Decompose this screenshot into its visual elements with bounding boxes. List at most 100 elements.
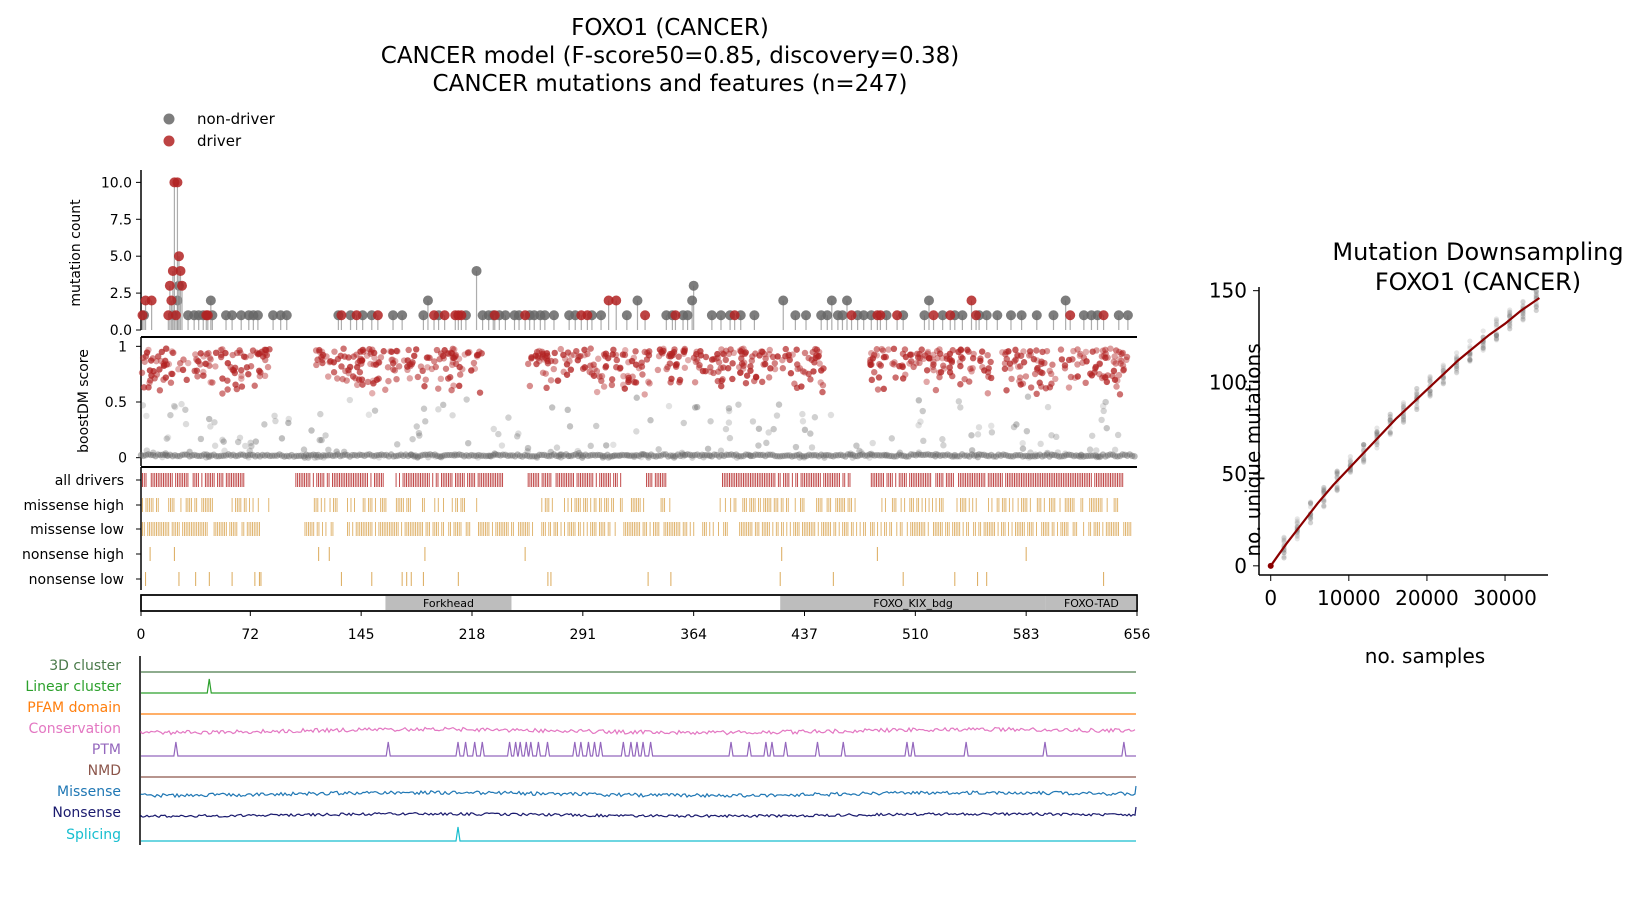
score-point-driver (385, 377, 392, 385)
score-point-driver (946, 364, 953, 371)
score-point-driver (936, 373, 943, 381)
score-point-baseline (1131, 453, 1138, 460)
score-point-nondriver (211, 419, 218, 426)
score-point-driver (346, 363, 354, 371)
score-point-driver (411, 352, 418, 360)
non-driver-point (801, 310, 812, 321)
score-point-baseline (827, 452, 835, 460)
score-point-baseline (667, 452, 674, 459)
score-point-driver (195, 358, 202, 365)
score-point-baseline (715, 453, 723, 460)
downsampling-replicate-point (1427, 388, 1433, 394)
score-point-driver (681, 347, 688, 354)
score-point-driver (1107, 345, 1114, 352)
score-point-driver (391, 367, 399, 374)
non-driver-point (1122, 310, 1133, 321)
downsampling-replicate-point (1493, 333, 1500, 339)
score-point-driver (382, 386, 389, 393)
score-point-nondriver (800, 454, 808, 461)
downsampling-replicate-point (1427, 379, 1433, 385)
score-point-nondriver (853, 442, 860, 449)
downsampling-replicate-point (1321, 498, 1327, 505)
score-point-nondriver (143, 447, 151, 454)
score-point-nondriver (726, 434, 734, 442)
score-point-driver (966, 378, 973, 385)
score-point-baseline (536, 451, 543, 459)
downsampling-replicate-point (1400, 414, 1407, 420)
score-point-baseline (1094, 453, 1102, 460)
score-point-nondriver (957, 404, 964, 411)
score-point-nondriver (1102, 398, 1109, 406)
score-point-driver (759, 348, 766, 356)
downsampling-replicate-point (1374, 430, 1380, 437)
score-point-driver (390, 366, 397, 373)
score-point-baseline (992, 453, 1000, 460)
score-point-driver (999, 349, 1006, 356)
score-point-baseline (230, 451, 237, 459)
score-point-nondriver (365, 411, 373, 418)
score-point-baseline (1036, 451, 1044, 458)
score-point-driver (197, 361, 204, 368)
score-point-baseline (1026, 453, 1034, 460)
score-point-driver (816, 360, 823, 367)
score-point-baseline (876, 452, 883, 459)
score-point-baseline (507, 452, 514, 459)
score-point-nondriver (775, 401, 783, 408)
score-point-driver (598, 372, 606, 380)
downsampling-replicate-point (1427, 378, 1433, 384)
score-point-driver (771, 360, 779, 367)
boostdm-score-panel: 0 0.5 1 boostDM score (76, 336, 1138, 467)
score-point-baseline (208, 452, 215, 459)
score-point-driver (1048, 380, 1055, 387)
score-point-driver (550, 365, 557, 373)
score-point-baseline (762, 452, 769, 460)
score-point-nondriver (940, 442, 947, 449)
score-point-driver (146, 367, 154, 374)
score-point-driver (200, 353, 207, 360)
score-point-driver (699, 367, 707, 375)
score-point-driver (930, 351, 937, 359)
downsampling-replicate-point (1533, 304, 1539, 310)
score-point-nondriver (557, 454, 565, 461)
downsampling-replicate-point (1467, 357, 1473, 364)
score-point-driver (345, 354, 352, 361)
score-point-driver (1046, 367, 1053, 375)
score-point-baseline (1073, 452, 1080, 459)
score-point-nondriver (465, 439, 472, 447)
score-point-baseline (264, 451, 271, 459)
score-point-nondriver (610, 441, 617, 448)
downsampling-replicate-point (1294, 520, 1300, 527)
score-point-driver (406, 375, 414, 382)
score-point-baseline (1097, 453, 1104, 460)
score-point-baseline (1012, 452, 1019, 459)
downsampling-replicate-point (1493, 333, 1500, 339)
score-point-driver (240, 353, 248, 360)
score-point-driver (452, 353, 459, 360)
score-point-baseline (800, 453, 808, 460)
score-point-driver (247, 352, 254, 359)
score-point-baseline (988, 451, 995, 459)
score-point-baseline (276, 451, 283, 458)
score-point-driver (985, 365, 992, 372)
score-point-nondriver (317, 410, 324, 418)
score-point-baseline (1075, 452, 1082, 460)
score-point-nondriver (1013, 421, 1020, 428)
driver-point (892, 310, 903, 321)
score-point-driver (878, 345, 885, 353)
score-point-baseline (638, 451, 645, 458)
score-point-baseline (154, 451, 162, 458)
score-point-driver (533, 360, 540, 368)
score-point-driver (1052, 375, 1059, 383)
downsampling-replicate-point (1493, 336, 1500, 342)
downsampling-replicate-point (1334, 487, 1340, 493)
score-point-nondriver (951, 453, 958, 460)
feature-line (141, 741, 1136, 757)
score-point-baseline (463, 452, 470, 459)
score-point-nondriver (856, 447, 863, 455)
score-point-baseline (740, 452, 747, 460)
score-point-driver (737, 348, 745, 355)
score-point-nondriver (311, 454, 319, 461)
score-point-driver (789, 351, 796, 358)
score-point-driver (786, 356, 793, 364)
score-point-driver (356, 369, 364, 376)
